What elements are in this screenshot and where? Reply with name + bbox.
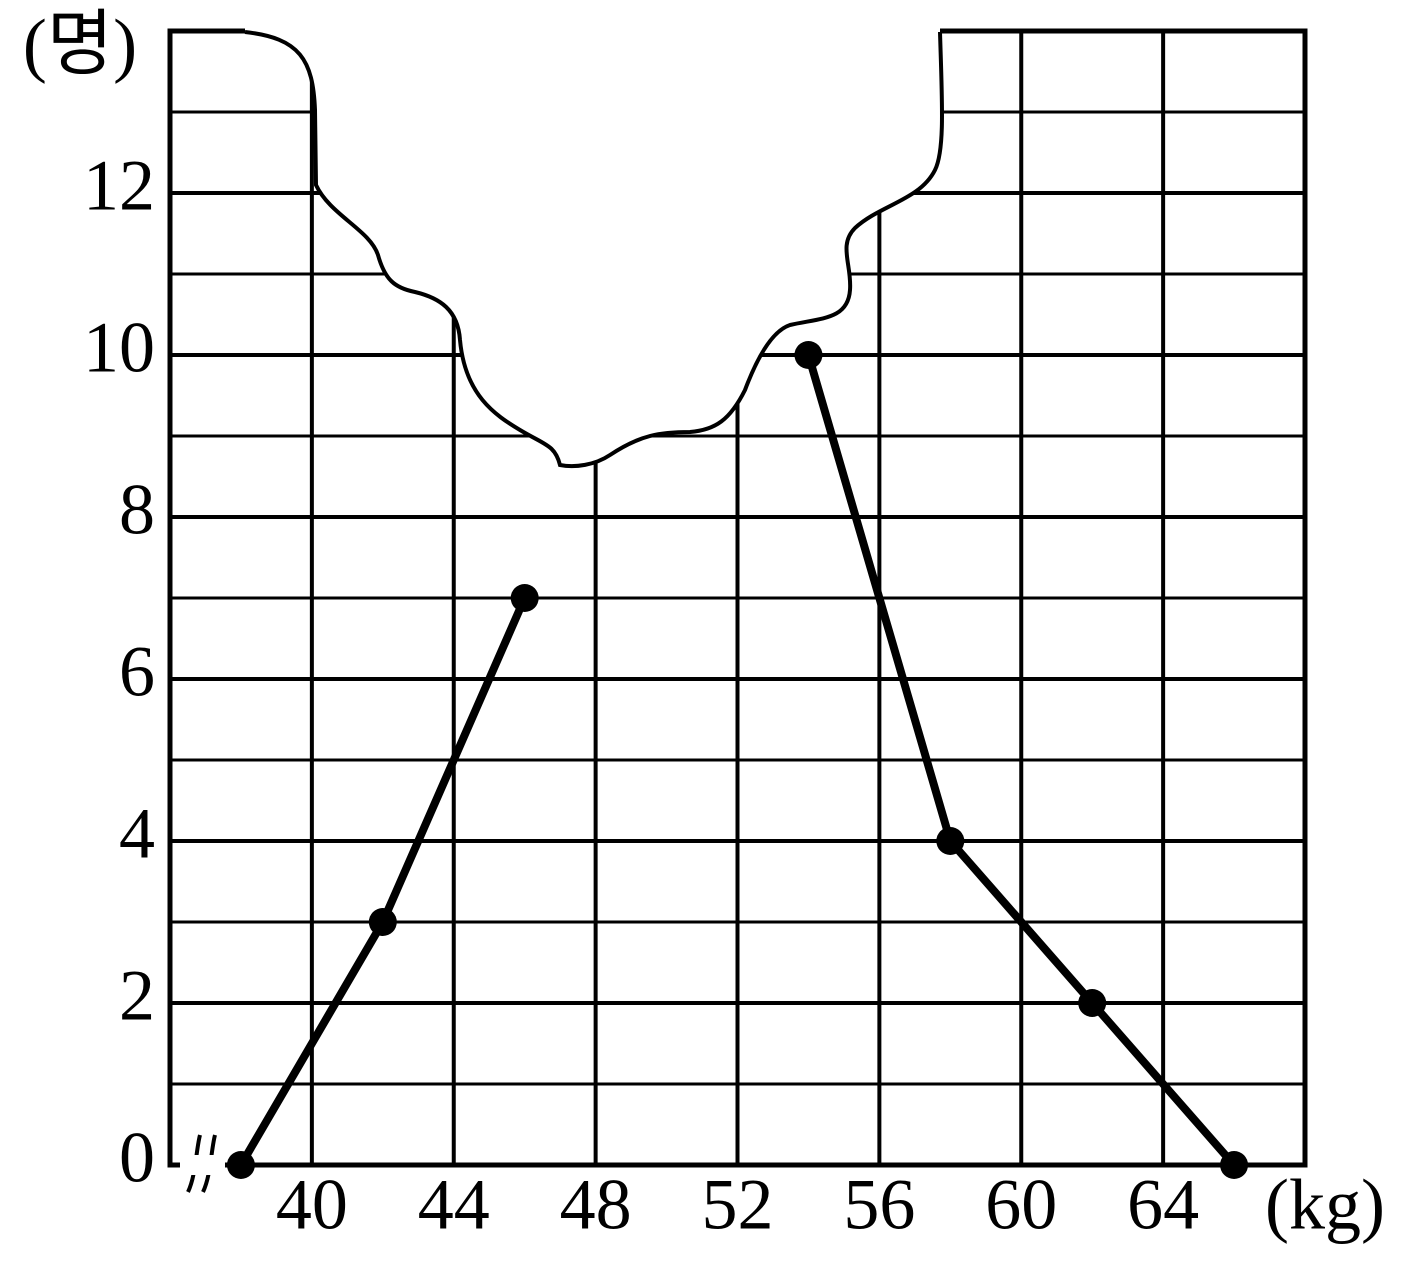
point [794, 341, 823, 369]
x-tick-label: 52 [702, 1165, 774, 1245]
y-tick-label: 10 [83, 308, 155, 388]
x-tick-label: 40 [276, 1165, 348, 1245]
x-tick-label: 56 [843, 1165, 915, 1245]
point [936, 827, 965, 855]
tear-fill [170, 0, 1310, 467]
x-tick-label: 44 [418, 1165, 490, 1245]
y-tick-label: 0 [119, 1118, 155, 1198]
point [368, 908, 397, 936]
series-line [237, 596, 529, 1168]
point [1220, 1151, 1249, 1179]
axis-break-gap [180, 1155, 225, 1175]
y-tick-label: 4 [119, 794, 155, 874]
y-tick-label: 8 [119, 470, 155, 550]
x-tick-label: 64 [1127, 1165, 1199, 1245]
y-tick-label: 2 [119, 956, 155, 1036]
x-tick-label: 60 [985, 1165, 1057, 1245]
marks [226, 341, 1249, 1179]
x-tick-label: 48 [560, 1165, 632, 1245]
x-axis-label: (kg) [1265, 1165, 1385, 1245]
torn-area [170, 0, 1310, 469]
point [510, 584, 539, 612]
y-tick-label: 12 [83, 146, 155, 226]
tear-edge [244, 30, 945, 469]
point [1078, 989, 1107, 1017]
series-line [804, 353, 1238, 1168]
point [226, 1151, 255, 1179]
y-tick-label: 6 [119, 632, 155, 712]
y-axis-label: (명) [23, 5, 137, 85]
